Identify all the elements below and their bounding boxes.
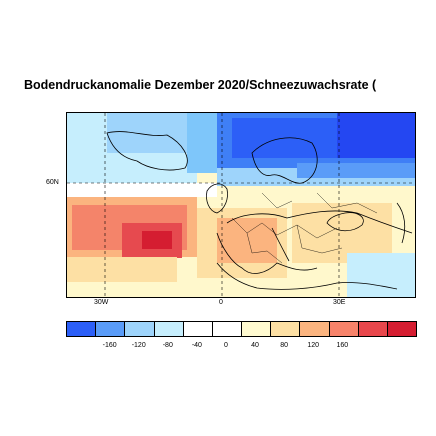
lat-label-60n: 60N: [46, 179, 59, 186]
anomaly-region-neutral-band: [67, 183, 217, 197]
map-title: Bodendruckanomalie Dezember 2020/Schneez…: [24, 78, 377, 92]
colorbar-cell: [271, 322, 301, 336]
colorbar-label: 0: [224, 342, 228, 349]
colorbar-cell: [329, 322, 359, 336]
colorbar-label: 160: [336, 342, 349, 349]
colorbar-label: -160: [102, 342, 117, 349]
coast-british-isles: [206, 183, 228, 214]
anomaly-region-pale-blue-southeast: [347, 253, 415, 297]
colorbar-cell: [242, 322, 272, 336]
border-line-3: [296, 224, 343, 254]
border-line-2: [246, 232, 283, 264]
colorbar: [66, 321, 417, 337]
anomaly-region-light-orange-south: [67, 257, 177, 282]
lon-label-0: 0: [219, 299, 223, 306]
lon-label-30e: 30E: [333, 299, 346, 306]
country-borders: [231, 192, 378, 264]
colorbar-cell: [387, 322, 417, 336]
coast-mediterranean-north: [216, 232, 318, 274]
lon-label-30w: 30W: [94, 299, 109, 306]
colorbar-label: 40: [251, 342, 259, 349]
border-line-5: [261, 192, 293, 209]
colorbar-cell: [154, 322, 184, 336]
anomaly-region-red-atlantic-peak: [142, 231, 172, 249]
colorbar-cell: [67, 322, 97, 336]
colorbar-cell: [212, 322, 243, 336]
colorbar-cell: [183, 322, 213, 336]
colorbar-label: -120: [131, 342, 146, 349]
coast-italy: [271, 227, 290, 262]
border-line-4: [316, 192, 378, 214]
graticule: [67, 113, 415, 297]
coast-black-sea: [326, 212, 364, 232]
colorbar-label: 120: [307, 342, 320, 349]
coast-greenland-iceland: [106, 131, 188, 171]
colorbar-label: -40: [191, 342, 202, 349]
coastlines: [106, 131, 413, 290]
anomaly-region-deepest-blue: [337, 113, 415, 158]
colorbar-cell: [300, 322, 330, 336]
colorbar-cell: [358, 322, 388, 336]
coast-caspian: [396, 202, 406, 244]
anomaly-field-svg: [67, 113, 415, 297]
pressure-anomaly-map: [66, 112, 416, 298]
colorbar-cell: [96, 322, 126, 336]
colorbar-cell: [125, 322, 155, 336]
coast-north-africa: [216, 262, 398, 290]
anomaly-region-blue-band-east: [297, 163, 415, 178]
coast-central-europe: [226, 210, 413, 234]
anomaly-region-orange-europe: [217, 218, 277, 263]
colorbar-label: -80: [162, 342, 173, 349]
colorbar-label: 80: [280, 342, 289, 349]
